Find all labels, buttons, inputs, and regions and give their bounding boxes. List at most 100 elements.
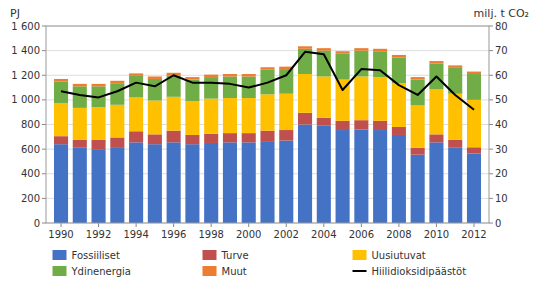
bar xyxy=(185,135,199,144)
bar xyxy=(223,133,237,142)
y2-tick xyxy=(489,75,493,76)
x-tick-label: 1990 xyxy=(48,229,73,240)
bar xyxy=(223,76,237,98)
legend-entry: Fossiiliset xyxy=(72,250,120,261)
bar xyxy=(392,57,406,83)
x-tick-label: 2000 xyxy=(236,229,261,240)
bar xyxy=(129,131,143,142)
x-tick xyxy=(286,223,287,227)
bar xyxy=(242,98,256,133)
bar xyxy=(204,134,218,143)
bar xyxy=(392,55,406,57)
bar xyxy=(336,51,350,53)
x-tick-label: 1992 xyxy=(86,229,111,240)
bar xyxy=(260,94,274,130)
y2-tick xyxy=(489,124,493,125)
x-tick xyxy=(473,223,474,227)
bar xyxy=(129,73,143,75)
legend-swatch xyxy=(203,250,217,260)
bar xyxy=(392,127,406,135)
bar xyxy=(167,131,181,143)
bar xyxy=(129,76,143,98)
y-tick-label: 1 400 xyxy=(11,45,40,56)
bar xyxy=(148,144,162,223)
y2-tick-label: 60 xyxy=(495,70,508,81)
legend-swatch xyxy=(353,250,367,260)
bar xyxy=(467,153,481,223)
x-tick xyxy=(436,223,437,227)
bar xyxy=(204,75,218,77)
axes: 02004006008001 0001 2001 4001 6000102030… xyxy=(11,21,507,241)
y-tick xyxy=(42,75,46,76)
bar xyxy=(336,121,350,130)
bar xyxy=(129,142,143,223)
bar xyxy=(167,97,181,131)
legend-entry: Uusiutuvat xyxy=(372,250,426,261)
bar xyxy=(110,148,124,223)
y-tick xyxy=(42,173,46,174)
y2-tick-label: 70 xyxy=(495,45,508,56)
legend-entry: Muut xyxy=(222,266,247,277)
bar xyxy=(204,77,218,99)
bar xyxy=(392,135,406,223)
y-tick xyxy=(42,26,46,27)
y2-tick-label: 50 xyxy=(495,94,508,105)
bar xyxy=(336,54,350,80)
y2-tick xyxy=(489,149,493,150)
x-tick-label: 1994 xyxy=(123,229,148,240)
bar xyxy=(448,147,462,223)
y-tick xyxy=(42,198,46,199)
legend-entry: Hiilidioksidipäästöt xyxy=(372,266,467,277)
x-tick-label: 2012 xyxy=(461,229,486,240)
bar xyxy=(279,94,293,130)
y-tick-label: 400 xyxy=(21,168,40,179)
y2-tick-label: 40 xyxy=(495,119,508,130)
bar xyxy=(148,134,162,144)
x-tick-label: 2006 xyxy=(349,229,374,240)
bar xyxy=(73,140,87,147)
y2-tick xyxy=(489,223,493,224)
y-tick xyxy=(42,223,46,224)
bar xyxy=(54,79,68,81)
bar xyxy=(110,83,124,105)
bar xyxy=(279,69,293,94)
y2-tick-label: 30 xyxy=(495,144,508,155)
bar xyxy=(298,46,312,48)
bar xyxy=(354,76,368,120)
bar xyxy=(279,141,293,223)
bar xyxy=(54,136,68,144)
y2-tick xyxy=(489,198,493,199)
y2-tick xyxy=(489,99,493,100)
y2-tick-label: 10 xyxy=(495,193,508,204)
y-tick xyxy=(42,149,46,150)
bar xyxy=(185,101,199,135)
bar xyxy=(223,74,237,76)
bar xyxy=(223,98,237,133)
bar xyxy=(110,105,124,138)
bar xyxy=(298,125,312,224)
bar xyxy=(92,149,106,223)
y-axis-label: PJ xyxy=(10,7,20,20)
legend-entry: Ydinenergia xyxy=(71,266,131,277)
x-tick xyxy=(98,223,99,227)
bar xyxy=(54,103,68,136)
bar xyxy=(110,137,124,147)
bar xyxy=(298,113,312,125)
line xyxy=(61,52,474,110)
bar xyxy=(448,65,462,67)
grid-line xyxy=(46,50,489,51)
bar xyxy=(242,133,256,142)
x-tick xyxy=(248,223,249,227)
bar xyxy=(354,129,368,223)
bar xyxy=(54,144,68,223)
bar xyxy=(336,130,350,223)
bar xyxy=(411,148,425,155)
x-tick xyxy=(323,223,324,227)
bar xyxy=(429,134,443,142)
bar xyxy=(92,107,106,140)
y2-tick-label: 20 xyxy=(495,168,508,179)
bar xyxy=(373,121,387,130)
y-tick-label: 600 xyxy=(21,144,40,155)
bar xyxy=(411,155,425,223)
x-tick-label: 2004 xyxy=(311,229,336,240)
